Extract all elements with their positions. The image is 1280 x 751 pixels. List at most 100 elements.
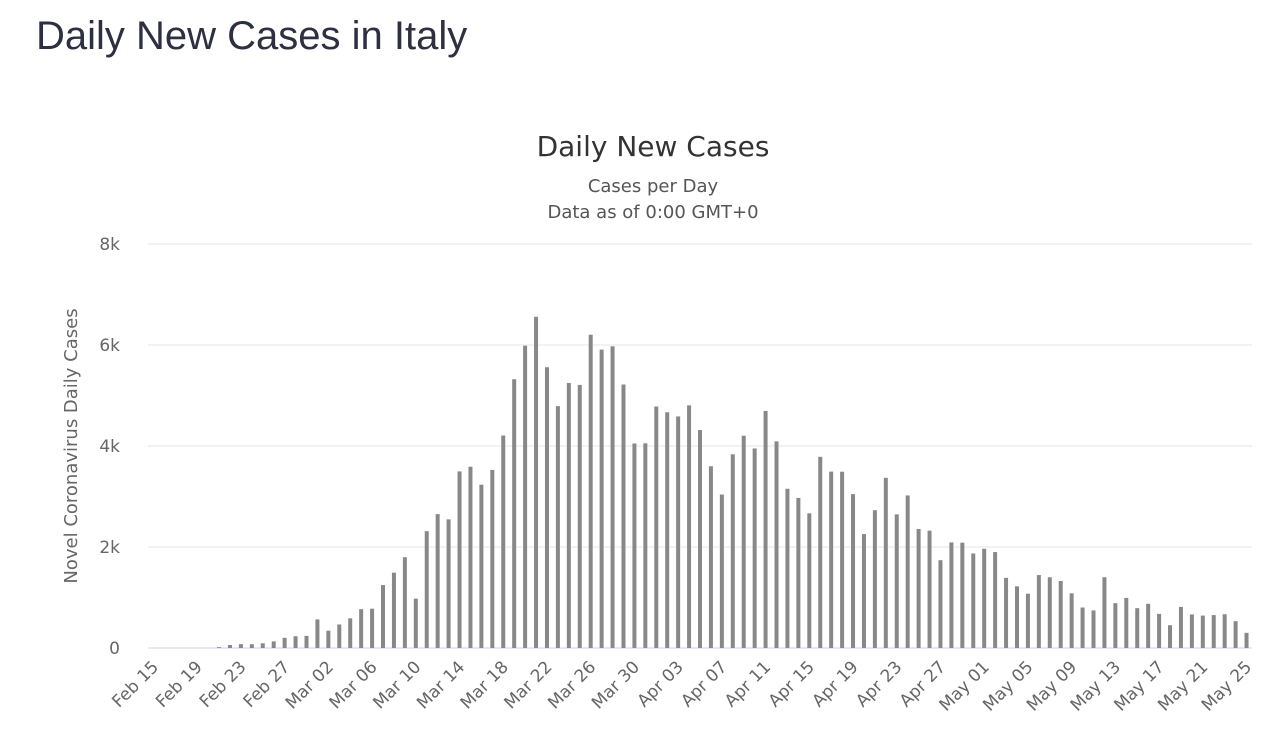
bar-apr-18[interactable] [840, 471, 845, 648]
bar-may-11[interactable] [1091, 610, 1096, 648]
x-tick-label: Mar 18 [457, 657, 513, 713]
bar-feb-24[interactable] [249, 644, 254, 648]
bar-mar-04[interactable] [348, 618, 353, 648]
bar-apr-11[interactable] [763, 410, 768, 648]
bar-apr-14[interactable] [796, 497, 801, 648]
bar-mar-31[interactable] [643, 443, 648, 648]
bar-feb-23[interactable] [238, 644, 243, 648]
bar-mar-12[interactable] [435, 514, 440, 648]
bar-may-23[interactable] [1222, 614, 1227, 648]
bar-may-15[interactable] [1135, 608, 1140, 648]
bar-feb-29[interactable] [304, 635, 309, 648]
bar-may-17[interactable] [1157, 613, 1162, 648]
bar-feb-26[interactable] [271, 641, 276, 648]
bar-mar-28[interactable] [610, 346, 615, 648]
bar-may-20[interactable] [1189, 614, 1194, 648]
bar-apr-23[interactable] [894, 514, 899, 648]
bar-apr-12[interactable] [774, 441, 779, 648]
bar-mar-05[interactable] [359, 609, 364, 648]
bar-mar-21[interactable] [534, 316, 539, 648]
bar-mar-13[interactable] [446, 519, 451, 648]
bar-may-14[interactable] [1124, 597, 1129, 648]
bar-apr-30[interactable] [971, 553, 976, 648]
bar-apr-05[interactable] [698, 430, 702, 648]
bar-may-01[interactable] [982, 548, 987, 648]
bar-mar-07[interactable] [381, 585, 386, 648]
bar-may-07[interactable] [1047, 577, 1052, 648]
bar-apr-10[interactable] [752, 448, 757, 648]
bar-may-19[interactable] [1178, 606, 1183, 648]
x-tick-label: Apr 11 [721, 657, 775, 711]
bar-apr-15[interactable] [807, 513, 812, 648]
bar-apr-13[interactable] [785, 488, 790, 648]
bar-mar-25[interactable] [577, 384, 582, 648]
bar-apr-22[interactable] [883, 477, 888, 648]
bar-mar-30[interactable] [632, 443, 637, 648]
bar-apr-16[interactable] [818, 456, 823, 648]
bar-mar-27[interactable] [599, 349, 604, 648]
bar-apr-04[interactable] [687, 405, 692, 648]
bar-mar-24[interactable] [566, 382, 571, 648]
bar-mar-16[interactable] [479, 484, 484, 648]
bar-apr-02[interactable] [665, 412, 670, 648]
bar-mar-19[interactable] [512, 379, 517, 648]
bar-feb-22[interactable] [227, 645, 232, 648]
y-tick-label: 8k [99, 235, 120, 255]
bar-mar-09[interactable] [402, 557, 407, 648]
bar-mar-22[interactable] [544, 367, 549, 648]
bar-apr-19[interactable] [851, 494, 856, 648]
bar-may-16[interactable] [1146, 603, 1151, 648]
bar-may-13[interactable] [1113, 603, 1118, 648]
bar-mar-26[interactable] [588, 334, 593, 648]
bar-may-25[interactable] [1244, 632, 1249, 648]
x-tick-label: Apr 23 [852, 657, 906, 711]
bar-mar-20[interactable] [523, 345, 528, 648]
bar-mar-17[interactable] [490, 469, 495, 648]
bar-feb-25[interactable] [260, 643, 265, 648]
bar-apr-25[interactable] [916, 528, 921, 648]
bar-may-24[interactable] [1233, 621, 1238, 648]
bar-apr-27[interactable] [938, 560, 943, 648]
bar-apr-29[interactable] [960, 542, 965, 648]
bar-apr-20[interactable] [861, 534, 866, 648]
bar-feb-21[interactable] [217, 647, 222, 648]
bar-may-18[interactable] [1168, 625, 1173, 648]
bar-feb-28[interactable] [293, 636, 298, 648]
bar-may-06[interactable] [1036, 575, 1041, 648]
bar-may-05[interactable] [1025, 593, 1030, 648]
y-tick-label: 6k [99, 336, 120, 356]
bar-apr-06[interactable] [708, 466, 713, 648]
bar-may-21[interactable] [1200, 615, 1205, 648]
bar-mar-02[interactable] [326, 630, 331, 648]
bar-mar-11[interactable] [424, 531, 429, 648]
bar-may-12[interactable] [1102, 577, 1107, 648]
bar-apr-28[interactable] [949, 542, 954, 648]
bar-may-04[interactable] [1014, 586, 1019, 648]
bar-mar-15[interactable] [468, 466, 473, 648]
bar-mar-29[interactable] [621, 384, 626, 648]
bar-feb-27[interactable] [282, 637, 287, 648]
bar-apr-24[interactable] [905, 495, 910, 648]
bar-may-02[interactable] [993, 552, 998, 648]
bar-mar-08[interactable] [391, 572, 396, 648]
bar-may-22[interactable] [1211, 615, 1216, 648]
bar-mar-06[interactable] [370, 608, 375, 648]
bar-mar-18[interactable] [501, 435, 506, 648]
bar-may-03[interactable] [1004, 577, 1009, 648]
bar-apr-08[interactable] [730, 454, 735, 648]
bar-apr-21[interactable] [872, 510, 877, 648]
bar-mar-23[interactable] [555, 406, 560, 648]
bar-may-10[interactable] [1080, 607, 1085, 648]
bar-apr-09[interactable] [741, 435, 746, 648]
bar-apr-01[interactable] [654, 406, 659, 648]
bar-may-09[interactable] [1069, 593, 1074, 648]
bar-mar-03[interactable] [337, 624, 342, 648]
bar-mar-10[interactable] [413, 598, 418, 648]
bar-mar-01[interactable] [315, 619, 320, 648]
bar-apr-07[interactable] [719, 494, 724, 648]
bar-apr-26[interactable] [927, 530, 932, 648]
bar-apr-03[interactable] [676, 416, 681, 648]
bar-mar-14[interactable] [457, 471, 462, 648]
bar-may-08[interactable] [1058, 580, 1063, 648]
bar-apr-17[interactable] [829, 471, 834, 648]
